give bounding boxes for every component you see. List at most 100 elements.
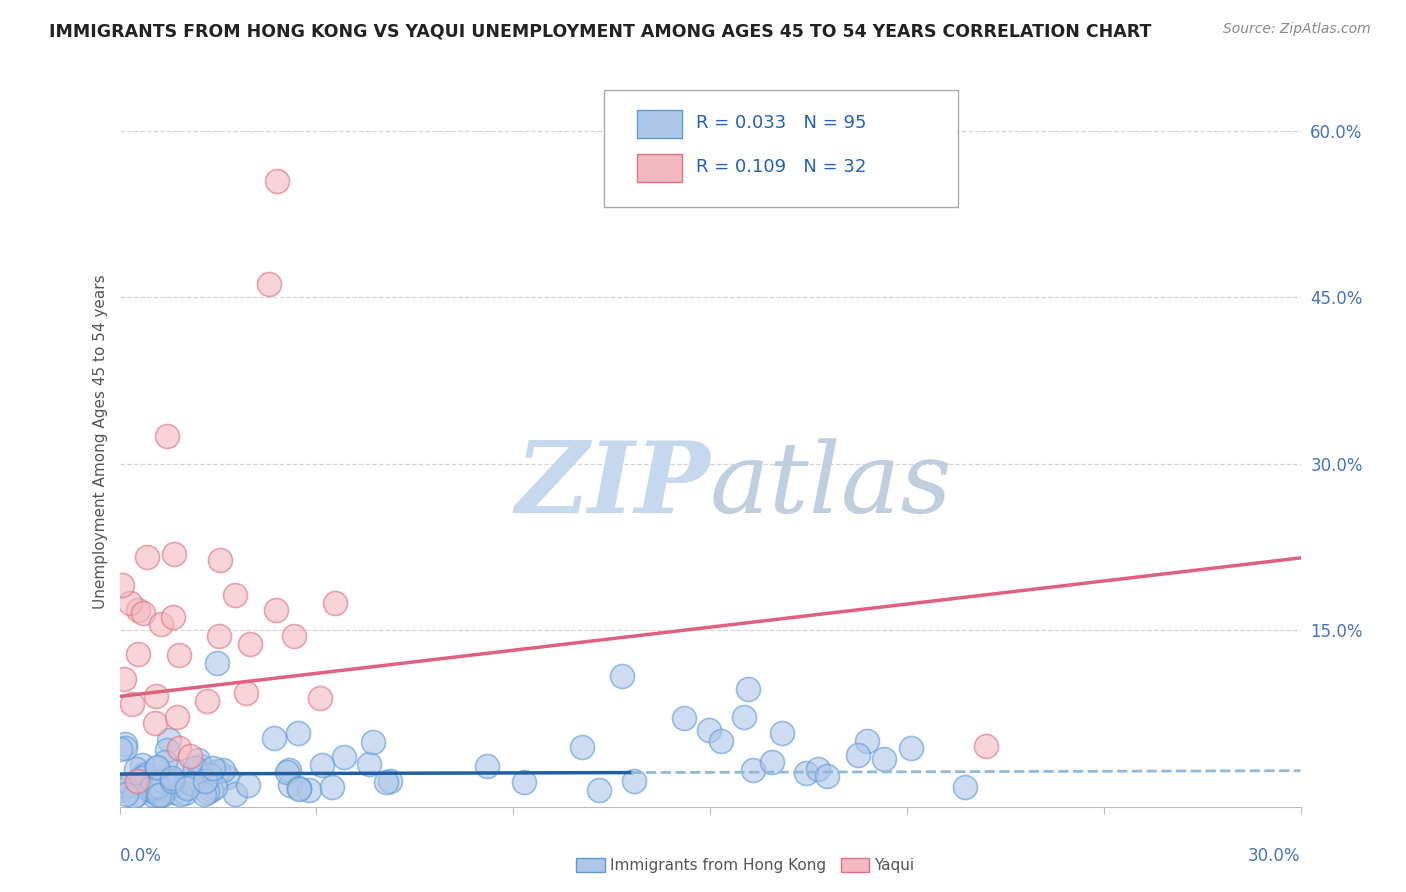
Point bbox=[169, 648, 191, 663]
Point bbox=[180, 776, 202, 790]
Point bbox=[323, 596, 346, 610]
Point bbox=[198, 767, 221, 781]
Point bbox=[141, 780, 163, 794]
Point bbox=[359, 756, 381, 771]
Point bbox=[122, 789, 145, 803]
Point bbox=[287, 726, 309, 740]
Point bbox=[571, 739, 593, 754]
Point bbox=[283, 629, 305, 643]
Point bbox=[673, 711, 696, 725]
Point bbox=[873, 752, 896, 766]
Point bbox=[794, 766, 817, 780]
Point bbox=[163, 548, 186, 562]
Point bbox=[742, 764, 765, 778]
Point bbox=[165, 764, 187, 779]
Point bbox=[121, 697, 143, 711]
Point bbox=[148, 779, 170, 793]
Text: 0.0%: 0.0% bbox=[120, 847, 162, 865]
Point bbox=[207, 764, 229, 779]
Point bbox=[141, 784, 163, 798]
Point bbox=[125, 787, 148, 801]
Point bbox=[264, 603, 287, 617]
Point bbox=[136, 550, 159, 565]
Point bbox=[162, 610, 184, 624]
Point bbox=[278, 763, 301, 777]
Point bbox=[132, 766, 155, 780]
Text: R = 0.109   N = 32: R = 0.109 N = 32 bbox=[696, 158, 866, 177]
Point bbox=[125, 773, 148, 788]
Point bbox=[135, 768, 157, 782]
Point bbox=[118, 777, 141, 791]
Point bbox=[167, 741, 190, 756]
Point bbox=[188, 758, 211, 772]
Point bbox=[737, 681, 759, 696]
Point bbox=[204, 780, 226, 794]
Point bbox=[588, 783, 610, 797]
Text: Yaqui: Yaqui bbox=[875, 858, 915, 872]
Point bbox=[761, 755, 783, 769]
Point bbox=[697, 723, 720, 738]
Point bbox=[900, 741, 922, 756]
Point bbox=[278, 778, 301, 792]
Point bbox=[187, 753, 209, 767]
Point bbox=[202, 761, 225, 775]
Point bbox=[157, 733, 180, 747]
Point bbox=[173, 786, 195, 800]
Point bbox=[953, 780, 976, 794]
Point bbox=[156, 429, 179, 443]
Point bbox=[239, 637, 262, 651]
Point bbox=[148, 789, 170, 803]
Point bbox=[195, 693, 218, 707]
Point bbox=[208, 629, 231, 643]
Text: R = 0.033   N = 95: R = 0.033 N = 95 bbox=[696, 114, 866, 132]
Point bbox=[200, 783, 222, 797]
Point bbox=[112, 779, 135, 793]
Point bbox=[112, 672, 135, 686]
Point bbox=[146, 760, 169, 774]
Point bbox=[149, 789, 172, 803]
Point bbox=[374, 774, 396, 789]
Point bbox=[610, 669, 633, 683]
Point bbox=[184, 761, 207, 775]
Point bbox=[110, 783, 132, 797]
Point bbox=[193, 787, 215, 801]
Point bbox=[974, 739, 997, 754]
Point bbox=[287, 782, 309, 797]
Point bbox=[118, 596, 141, 610]
Point bbox=[131, 772, 153, 786]
Text: ZIP: ZIP bbox=[515, 437, 710, 533]
Point bbox=[163, 785, 186, 799]
Point bbox=[807, 762, 830, 776]
Point bbox=[108, 742, 131, 756]
Point bbox=[145, 690, 167, 704]
Point bbox=[179, 749, 201, 764]
Point bbox=[257, 277, 280, 292]
Point bbox=[127, 603, 149, 617]
Point bbox=[125, 763, 148, 777]
Point bbox=[131, 757, 153, 772]
Point bbox=[150, 782, 173, 797]
Point bbox=[276, 765, 298, 780]
Point bbox=[215, 770, 238, 784]
FancyBboxPatch shape bbox=[637, 154, 682, 182]
Point bbox=[710, 733, 733, 747]
Point bbox=[176, 780, 198, 795]
Point bbox=[153, 771, 176, 785]
Point bbox=[333, 750, 356, 764]
Point bbox=[770, 725, 793, 739]
Point bbox=[224, 588, 246, 602]
Text: atlas: atlas bbox=[710, 438, 953, 533]
Point bbox=[155, 755, 177, 769]
Point bbox=[160, 772, 183, 786]
Point bbox=[139, 781, 162, 796]
Point bbox=[224, 787, 246, 801]
Point bbox=[263, 731, 285, 746]
Point bbox=[166, 709, 188, 723]
Point bbox=[311, 757, 333, 772]
Point bbox=[152, 774, 174, 789]
FancyBboxPatch shape bbox=[637, 111, 682, 138]
Point bbox=[142, 783, 165, 797]
Point bbox=[235, 686, 257, 700]
Point bbox=[266, 174, 288, 188]
Point bbox=[143, 715, 166, 730]
